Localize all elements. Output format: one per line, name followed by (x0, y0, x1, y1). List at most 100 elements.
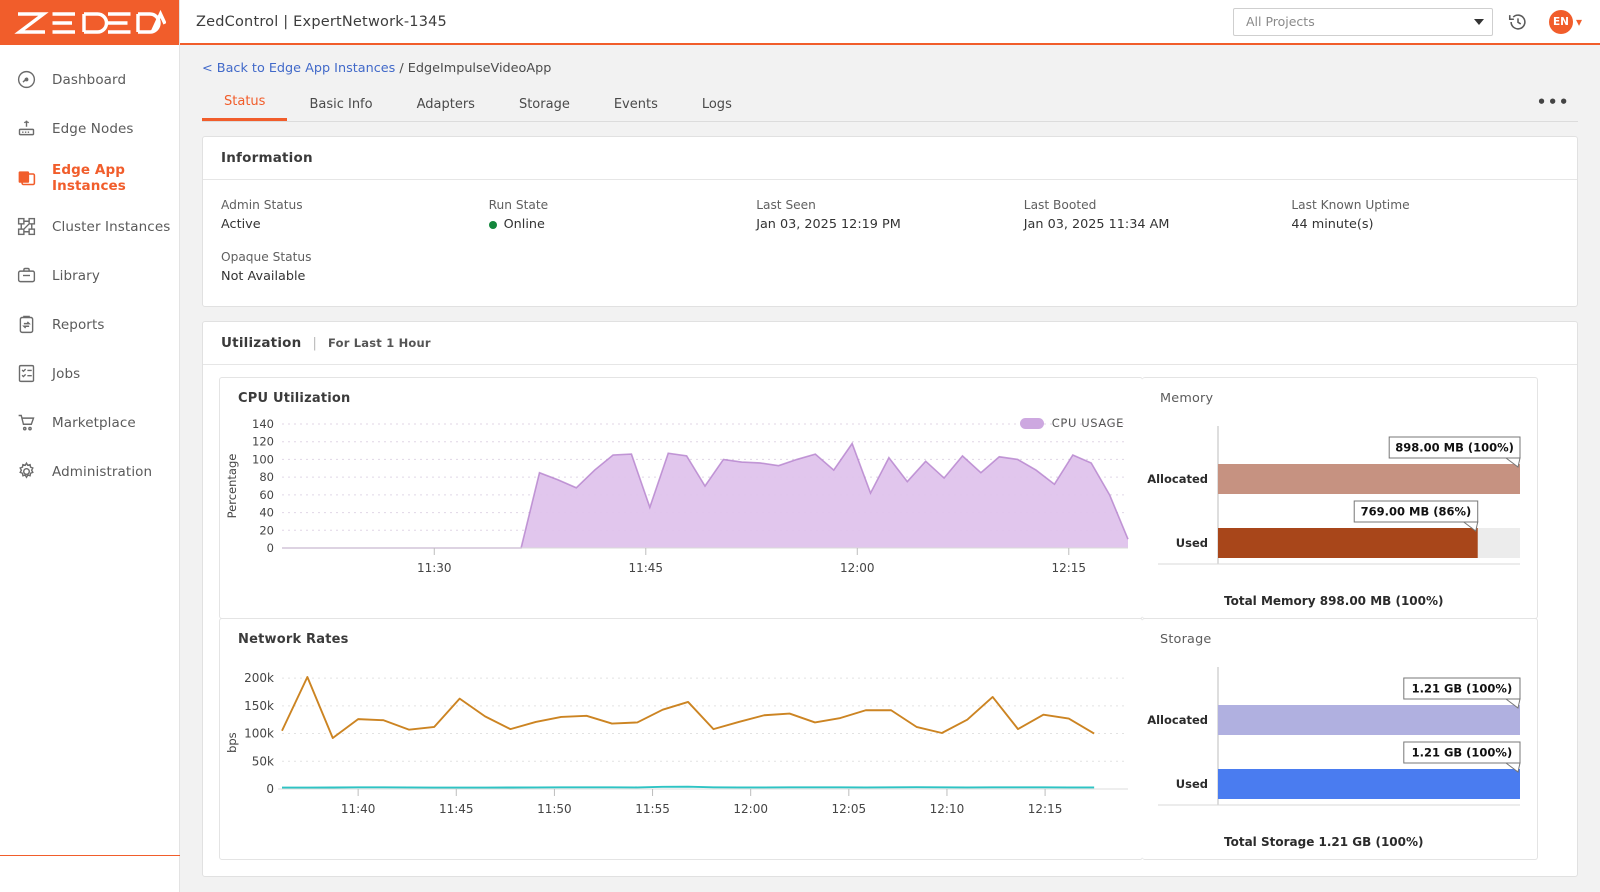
breadcrumb-separator: / (399, 61, 404, 76)
sidebar: Dashboard Edge Nodes (0, 0, 180, 892)
sidebar-item-jobs[interactable]: Jobs (0, 349, 179, 398)
sidebar-item-administration[interactable]: Administration (0, 447, 179, 496)
svg-text:Percentage: Percentage (225, 454, 239, 519)
user-menu[interactable]: EN ▾ (1548, 9, 1582, 34)
svg-text:100k: 100k (244, 727, 274, 741)
tab-adapters[interactable]: Adapters (416, 97, 475, 112)
information-heading: Information (203, 137, 1577, 180)
cpu-chart[interactable]: CPU USAGE 0 20 40 60 80 100 120 140 Percentage 11… (220, 406, 1142, 588)
field-last-booted: Last Booted Jan 03, 2025 11:34 AM (1024, 198, 1292, 232)
sidebar-bottom-divider (0, 855, 180, 856)
svg-text:1.21 GB (100%): 1.21 GB (100%) (1412, 746, 1513, 760)
tab-status[interactable]: Status (202, 84, 288, 121)
field-label: Last Booted (1023, 198, 1097, 212)
memory-panel-title: Memory (1160, 391, 1214, 406)
storage-total: Total Storage 1.21 GB (100%) (1142, 835, 1527, 849)
tab-basic-info[interactable]: Basic Info (309, 97, 373, 112)
zededa-logo-mark (13, 9, 166, 34)
zededa-logo[interactable] (0, 0, 179, 45)
svg-text:120: 120 (252, 435, 274, 449)
svg-text:898.00 MB (100%): 898.00 MB (100%) (1395, 441, 1514, 455)
svg-text:140: 140 (252, 417, 274, 431)
svg-text:12:10: 12:10 (930, 802, 965, 816)
edge-app-instances-icon (14, 166, 38, 190)
project-selector-value: All Projects (1245, 14, 1315, 29)
tab-logs[interactable]: Logs (701, 97, 732, 112)
edge-nodes-icon (14, 117, 38, 141)
reports-icon (14, 313, 38, 337)
cluster-instances-icon (14, 215, 38, 239)
utilization-row-network-storage: Network Rates 0 50k 100k 150k 200k bps 11:40 11… (219, 618, 1561, 860)
network-plot-svg: 0 50k 100k 150k 200k bps 11:40 11:45 11:50 11:55 1… (225, 671, 1128, 816)
information-row-2: Opaque Status Not Available (221, 250, 1559, 284)
tab-events[interactable]: Events (613, 97, 658, 112)
cpu-legend-swatch (1019, 417, 1044, 429)
sidebar-item-library[interactable]: Library (0, 251, 179, 300)
memory-total-label: Total Memory (1224, 594, 1316, 608)
svg-text:0: 0 (267, 541, 274, 555)
svg-text:40: 40 (259, 506, 274, 520)
information-card: Information Admin Status Active Run Stat… (202, 136, 1578, 307)
field-admin-status: Admin Status Active (221, 198, 489, 232)
svg-text:0: 0 (266, 782, 274, 796)
history-icon[interactable] (1503, 7, 1533, 37)
field-label: Run State (488, 198, 549, 212)
sidebar-item-edge-nodes[interactable]: Edge Nodes (0, 104, 179, 153)
sidebar-item-label: Dashboard (52, 71, 127, 88)
cpu-legend-label: CPU USAGE (1051, 416, 1124, 430)
chevron-down-icon: ▾ (1575, 14, 1582, 29)
storage-bars: Allocated 1.21 GB (100%) Used 1.21 GB (100%… (1142, 647, 1537, 859)
svg-text:60: 60 (259, 488, 274, 502)
memory-bars: Allocated 898.00 MB (100%) Used 769.00 MB (… (1142, 406, 1537, 618)
network-chart[interactable]: 0 50k 100k 150k 200k bps 11:40 11:45 11:50 11:55 1… (220, 647, 1142, 833)
svg-text:Used: Used (1176, 536, 1208, 550)
utilization-range-label: For Last 1 Hour (328, 336, 431, 350)
cpu-utilization-panel: CPU Utilization CPU USAGE 0 20 40 60 80 100 12… (219, 377, 1143, 619)
sidebar-item-label: Administration (52, 463, 153, 480)
sidebar-item-cluster-instances[interactable]: Cluster Instances (0, 202, 179, 251)
utilization-row-cpu-memory: CPU Utilization CPU USAGE 0 20 40 60 80 100 12… (219, 377, 1561, 619)
app-title: ZedControl | ExpertNetwork-1345 (196, 13, 447, 30)
breadcrumb: < Back to Edge App Instances / EdgeImpul… (202, 45, 1578, 84)
svg-text:11:45: 11:45 (439, 802, 474, 816)
network-rates-panel: Network Rates 0 50k 100k 150k 200k bps 11:40 11… (219, 618, 1143, 860)
field-value: Active (221, 217, 261, 232)
top-header: ZedControl | ExpertNetwork-1345 All Proj… (180, 0, 1600, 45)
svg-text:bps: bps (225, 732, 239, 753)
sidebar-item-label: Edge App Instances (52, 161, 126, 194)
svg-text:12:00: 12:00 (840, 561, 875, 575)
sidebar-item-label: Edge Nodes (52, 120, 134, 137)
svg-text:12:15: 12:15 (1051, 561, 1086, 575)
field-label: Last Seen (756, 198, 816, 212)
storage-total-value: 1.21 GB (100%) (1318, 835, 1424, 849)
memory-panel: Memory Allocated 898.00 MB (100%) Used 769.… (1142, 377, 1538, 619)
utilization-separator: | (312, 335, 318, 351)
back-to-edge-app-instances-link[interactable]: < Back to Edge App Instances (202, 61, 396, 76)
svg-text:11:55: 11:55 (635, 802, 670, 816)
overflow-menu-button[interactable]: ••• (1536, 93, 1570, 111)
svg-text:150k: 150k (244, 699, 274, 713)
sidebar-item-marketplace[interactable]: Marketplace (0, 398, 179, 447)
sidebar-item-reports[interactable]: Reports (0, 300, 179, 349)
project-selector[interactable]: All Projects (1232, 7, 1493, 36)
dashboard-icon (14, 68, 38, 92)
svg-text:12:15: 12:15 (1028, 802, 1063, 816)
sidebar-item-edge-app-instances[interactable]: Edge App Instances (0, 153, 179, 202)
status-badge: Online (503, 217, 545, 232)
cpu-panel-title: CPU Utilization (238, 391, 351, 406)
content-area: < Back to Edge App Instances / EdgeImpul… (180, 45, 1600, 892)
breadcrumb-current: EdgeImpulseVideoApp (407, 61, 552, 76)
library-icon (14, 264, 38, 288)
memory-plot-svg: Allocated 898.00 MB (100%) Used 769.00 MB (… (1147, 426, 1521, 565)
utilization-heading: Utilization | For Last 1 Hour (203, 322, 1577, 365)
svg-text:1.21 GB (100%): 1.21 GB (100%) (1412, 682, 1513, 696)
tab-storage[interactable]: Storage (518, 97, 570, 112)
sidebar-item-label: Library (52, 267, 100, 284)
svg-text:12:05: 12:05 (832, 802, 867, 816)
field-label: Opaque Status (221, 250, 312, 264)
storage-panel-title: Storage (1160, 632, 1212, 647)
field-last-known-uptime: Last Known Uptime 44 minute(s) (1291, 198, 1559, 232)
field-run-state: Run State Online (488, 198, 757, 232)
sidebar-item-label: Marketplace (52, 414, 136, 431)
sidebar-item-dashboard[interactable]: Dashboard (0, 55, 179, 104)
